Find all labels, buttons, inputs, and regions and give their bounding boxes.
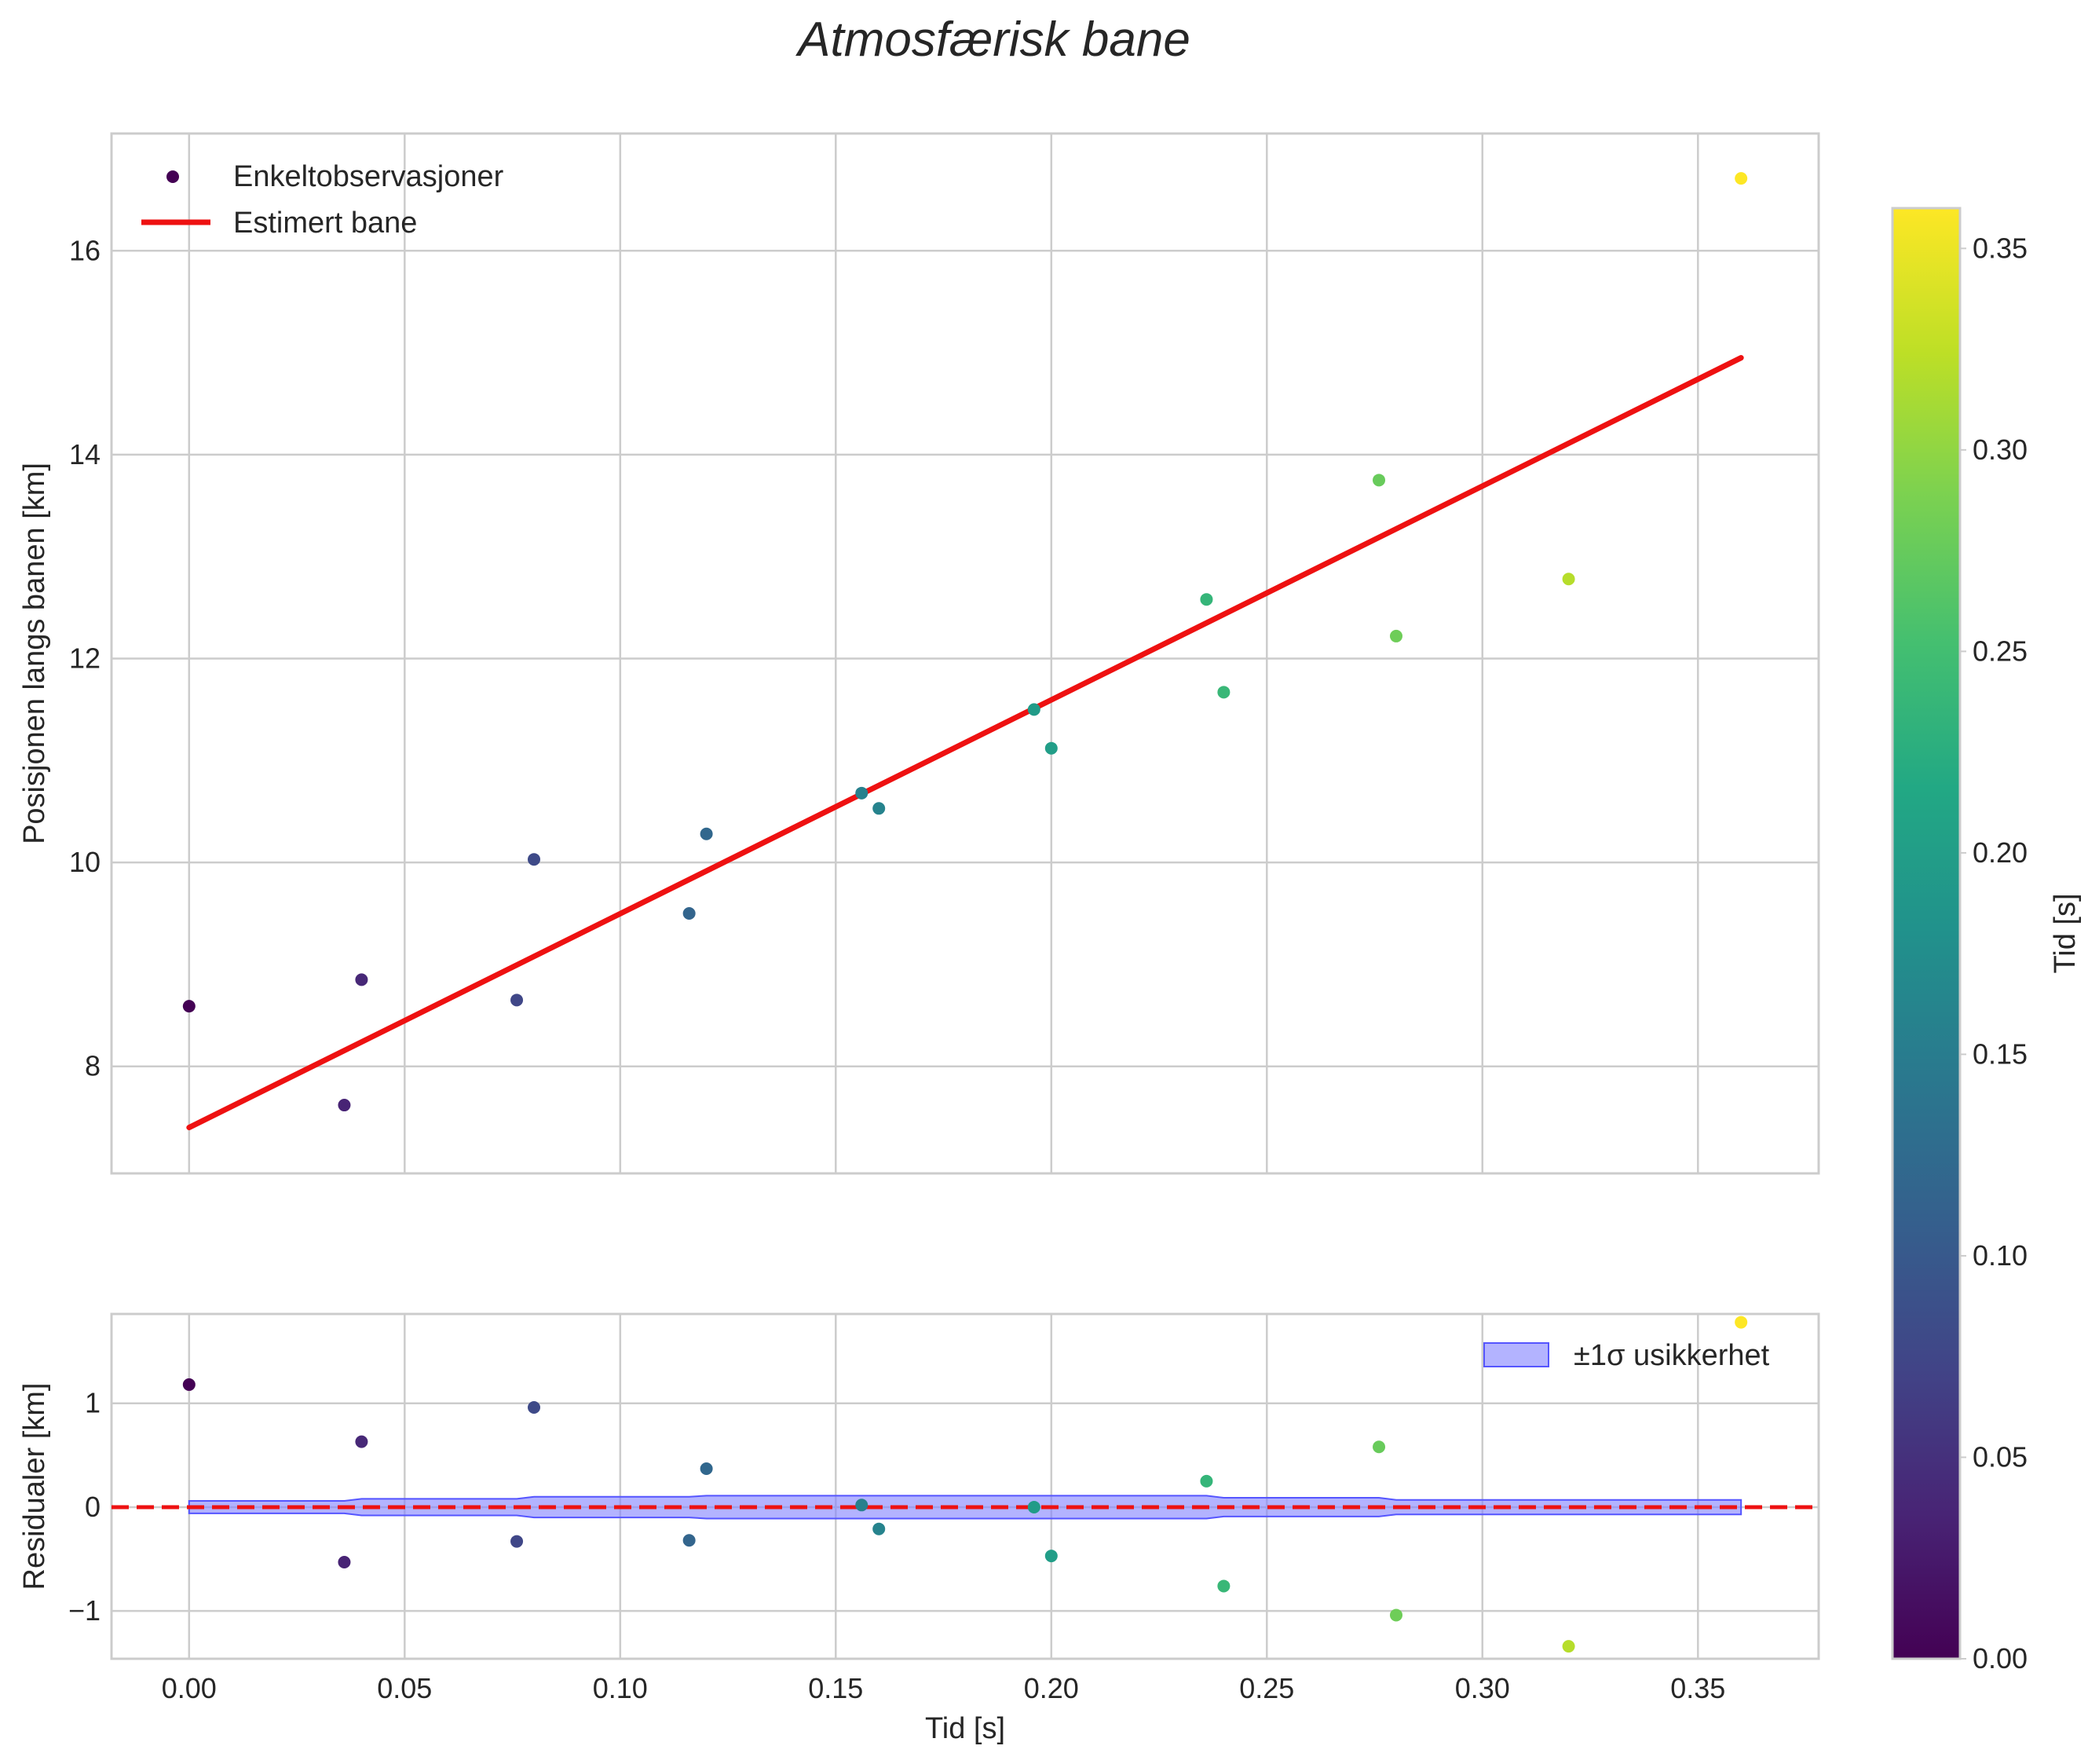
x-tick-label: 0.30 <box>1455 1672 1510 1704</box>
observation-point <box>182 1000 196 1013</box>
observation-point <box>1562 573 1575 586</box>
observation-point <box>338 1099 351 1112</box>
residual-panel: 0.00 0.05 0.10 0.15 0.20 0.25 0.30 0.35 −1 0 1 Resi… <box>18 1312 1820 1745</box>
residual-point <box>510 1535 524 1548</box>
colorbar-gradient <box>1891 207 1962 1660</box>
residual-point <box>338 1556 351 1569</box>
colorbar-tick-label: 0.00 <box>1973 1642 2028 1674</box>
x-tick-label: 0.05 <box>377 1672 432 1704</box>
residual-point <box>700 1462 713 1476</box>
observation-point <box>1044 741 1058 755</box>
observation-point <box>528 853 541 866</box>
residual-point <box>182 1378 196 1391</box>
colorbar: 0.00 0.05 0.10 0.15 0.20 0.25 0.30 0.35 Tid [s] <box>1891 207 2082 1674</box>
residual-point <box>1027 1500 1040 1513</box>
observation-point <box>1389 629 1402 642</box>
colorbar-tick-label: 0.05 <box>1973 1440 2028 1473</box>
residual-point <box>1373 1440 1386 1454</box>
x-tick-label: 0.10 <box>593 1672 648 1704</box>
residual-point <box>872 1522 886 1535</box>
colorbar-tick-label: 0.30 <box>1973 434 2028 466</box>
observation-point <box>700 827 713 840</box>
residual-point <box>682 1534 696 1547</box>
residual-point <box>855 1499 868 1512</box>
colorbar-tick-label: 0.35 <box>1973 232 2028 264</box>
x-tick-label: 0.20 <box>1024 1672 1079 1704</box>
y-tick-label: 14 <box>69 438 101 470</box>
legend-band-marker <box>1483 1342 1549 1367</box>
y-tick-label: −1 <box>68 1594 101 1627</box>
observation-point <box>355 973 368 986</box>
observation-point <box>510 994 524 1007</box>
y-tick-label: 12 <box>69 642 101 674</box>
fit-line <box>186 355 1744 1131</box>
colorbar-tick-label: 0.10 <box>1973 1239 2028 1272</box>
residual-point <box>1562 1640 1575 1653</box>
main-y-label: Posisjonen langs banen [km] <box>18 463 51 844</box>
observation-point <box>1217 686 1231 699</box>
legend-band-label: ±1σ usikkerhet <box>1574 1339 1770 1372</box>
residual-point <box>528 1401 541 1414</box>
observation-point <box>1373 474 1386 487</box>
legend-line-label: Estimert bane <box>233 207 417 240</box>
observation-point <box>872 802 886 815</box>
observation-point <box>855 786 868 800</box>
main-legend: Enkeltobservasjoner Estimert bane <box>141 160 504 240</box>
x-axis-label: Tid [s] <box>925 1712 1005 1745</box>
residual-y-label: Residualer [km] <box>18 1383 51 1590</box>
residual-point <box>1389 1608 1402 1622</box>
residual-point <box>1200 1474 1213 1488</box>
chart-title: Atmosfærisk bane <box>795 13 1190 67</box>
y-tick-label: 1 <box>85 1387 101 1419</box>
uncertainty-band <box>188 1495 1742 1520</box>
x-tick-label: 0.25 <box>1239 1672 1294 1704</box>
residual-point <box>1217 1579 1231 1593</box>
observation-point <box>1027 703 1040 716</box>
residual-frame <box>110 1312 1820 1660</box>
residual-point <box>1044 1550 1058 1563</box>
colorbar-label: Tid [s] <box>2049 893 2082 973</box>
y-tick-label: 0 <box>85 1491 101 1523</box>
legend-scatter-marker <box>166 170 179 183</box>
y-tick-label: 8 <box>85 1050 101 1082</box>
x-tick-label: 0.35 <box>1670 1672 1725 1704</box>
observation-point <box>1200 593 1213 606</box>
residual-legend: ±1σ usikkerhet <box>1483 1339 1770 1372</box>
observation-point <box>1735 172 1748 185</box>
y-tick-label: 10 <box>69 846 101 878</box>
x-tick-label: 0.00 <box>162 1672 217 1704</box>
legend-scatter-label: Enkeltobservasjoner <box>233 160 504 193</box>
colorbar-tick-label: 0.20 <box>1973 836 2028 869</box>
main-frame <box>110 132 1820 1175</box>
colorbar-tick-label: 0.25 <box>1973 635 2028 667</box>
y-tick-label: 16 <box>69 234 101 266</box>
residual-point <box>355 1435 368 1448</box>
colorbar-tick-label: 0.15 <box>1973 1038 2028 1070</box>
residual-point <box>1735 1316 1748 1329</box>
x-tick-label: 0.15 <box>808 1672 863 1704</box>
main-panel: 8 10 12 14 16 Posisjonen langs banen [km] Enke… <box>18 132 1820 1175</box>
observation-point <box>682 907 696 920</box>
